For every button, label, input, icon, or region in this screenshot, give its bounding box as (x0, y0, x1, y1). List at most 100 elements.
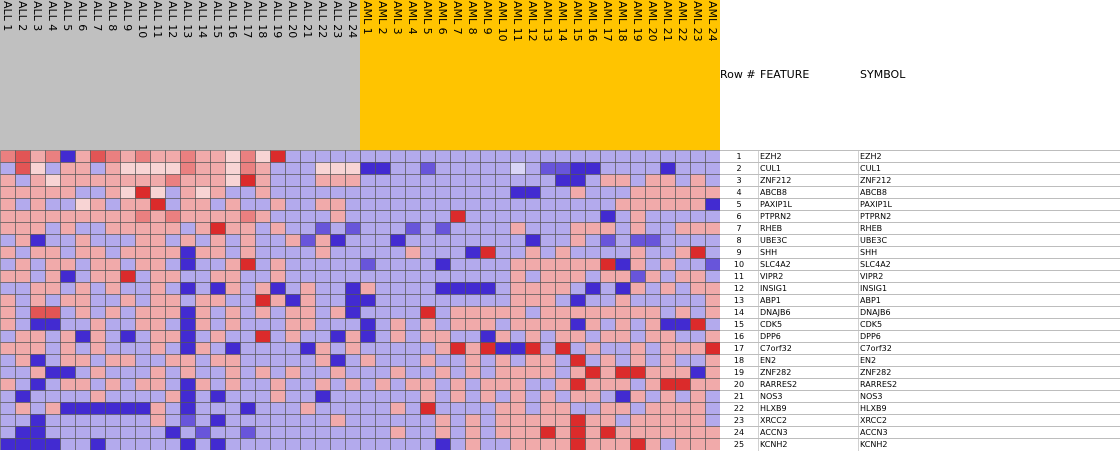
table-row[interactable]: 2 CUL1 CUL1 (720, 162, 1120, 175)
table-row[interactable]: 24 ACCN3 ACCN3 (720, 426, 1120, 439)
table-row[interactable]: 11 VIPR2 VIPR2 (720, 270, 1120, 283)
heatmap-cell (345, 198, 361, 211)
heatmap-cell (375, 390, 391, 403)
table-row[interactable]: 1 EZH2 EZH2 (720, 150, 1120, 163)
heatmap-cell (15, 414, 31, 427)
heatmap-cell (600, 378, 616, 391)
heatmap-cell (345, 210, 361, 223)
heatmap-cell (585, 162, 601, 175)
feature-name: ABCB8 (760, 188, 787, 197)
table-row[interactable]: 5 PAXIP1L PAXIP1L (720, 198, 1120, 211)
heatmap-cell (600, 414, 616, 427)
heatmap-cell (30, 210, 46, 223)
heatmap-cell (510, 366, 526, 379)
heatmap-cell (600, 426, 616, 439)
heatmap-cell (120, 282, 136, 295)
table-row[interactable]: 3 ZNF212 ZNF212 (720, 174, 1120, 187)
heatmap-cell (555, 150, 571, 163)
feature-header: FEATURE (760, 68, 810, 81)
symbol-name: INSIG1 (860, 284, 888, 293)
heatmap-cell (570, 330, 586, 343)
heatmap-cell (480, 306, 496, 319)
symbol-name: PAXIP1L (860, 200, 892, 209)
heatmap-cell (90, 186, 106, 199)
heatmap-cell (600, 342, 616, 355)
column-divider (758, 295, 759, 307)
table-row[interactable]: 10 SLC4A2 SLC4A2 (720, 258, 1120, 271)
heatmap-cell (615, 366, 631, 379)
heatmap-cell (285, 222, 301, 235)
heatmap-cell (420, 270, 436, 283)
feature-name: PAXIP1L (760, 200, 792, 209)
heatmap-cell (0, 222, 16, 235)
heatmap-cell (150, 342, 166, 355)
heatmap-cell (0, 294, 16, 307)
heatmap-cell (270, 330, 286, 343)
table-row[interactable]: 12 INSIG1 INSIG1 (720, 282, 1120, 295)
table-row[interactable]: 20 RARRES2 RARRES2 (720, 378, 1120, 391)
heatmap-cell (525, 330, 541, 343)
table-row[interactable]: 18 EN2 EN2 (720, 354, 1120, 367)
heatmap-cell (195, 198, 211, 211)
table-row[interactable]: 16 DPP6 DPP6 (720, 330, 1120, 343)
heatmap-cell (300, 426, 316, 439)
heatmap-cell (405, 438, 421, 450)
heatmap-cell (495, 234, 511, 247)
symbol-name: KCNH2 (860, 440, 888, 449)
column-divider (858, 379, 859, 391)
heatmap-cell (255, 390, 271, 403)
heatmap-cell (675, 234, 691, 247)
heatmap-cell (480, 366, 496, 379)
table-row[interactable]: 9 SHH SHH (720, 246, 1120, 259)
heatmap-cell (180, 414, 196, 427)
column-divider (858, 343, 859, 355)
heatmap-cell (405, 246, 421, 259)
table-row[interactable]: 13 ABP1 ABP1 (720, 294, 1120, 307)
table-row[interactable]: 7 RHEB RHEB (720, 222, 1120, 235)
heatmap-cell (465, 330, 481, 343)
heatmap-cell (450, 162, 466, 175)
heatmap-cell (60, 426, 76, 439)
heatmap-cell (495, 270, 511, 283)
heatmap-cell (60, 438, 76, 450)
table-row[interactable]: 4 ABCB8 ABCB8 (720, 186, 1120, 199)
heatmap-cell (30, 390, 46, 403)
heatmap-cell (450, 318, 466, 331)
heatmap-cell (570, 354, 586, 367)
heatmap-cell (600, 258, 616, 271)
heatmap-cell (195, 366, 211, 379)
heatmap-cell (240, 210, 256, 223)
heatmap-cell (390, 246, 406, 259)
table-row[interactable]: 21 NOS3 NOS3 (720, 390, 1120, 403)
heatmap-cell (255, 282, 271, 295)
heatmap-cell (360, 402, 376, 415)
heatmap-cell (645, 246, 661, 259)
table-row[interactable]: 23 XRCC2 XRCC2 (720, 414, 1120, 427)
heatmap-cell (600, 294, 616, 307)
table-row[interactable]: 22 HLXB9 HLXB9 (720, 402, 1120, 415)
heatmap-cell (450, 186, 466, 199)
heatmap-cell (15, 330, 31, 343)
heatmap-cell (300, 150, 316, 163)
table-row[interactable]: 15 CDK5 CDK5 (720, 318, 1120, 331)
heatmap-cell (195, 258, 211, 271)
heatmap-cell (210, 378, 226, 391)
heatmap-cell (300, 186, 316, 199)
table-row[interactable]: 19 ZNF282 ZNF282 (720, 366, 1120, 379)
heatmap-cell (660, 330, 676, 343)
heatmap-cell (675, 282, 691, 295)
heatmap-cell (240, 186, 256, 199)
table-row[interactable]: 6 PTPRN2 PTPRN2 (720, 210, 1120, 223)
table-row[interactable]: 8 UBE3C UBE3C (720, 234, 1120, 247)
heatmap-cell (600, 234, 616, 247)
table-row[interactable]: 14 DNAJB6 DNAJB6 (720, 306, 1120, 319)
table-row[interactable]: 25 KCNH2 KCNH2 (720, 438, 1120, 451)
heatmap-cell (435, 246, 451, 259)
heatmap-cell (360, 162, 376, 175)
heatmap-cell (255, 270, 271, 283)
table-row[interactable]: 17 C7orf32 C7orf32 (720, 342, 1120, 355)
heatmap-cell (300, 306, 316, 319)
heatmap-cell (585, 426, 601, 439)
heatmap-cell (705, 270, 720, 283)
heatmap-cell (585, 198, 601, 211)
